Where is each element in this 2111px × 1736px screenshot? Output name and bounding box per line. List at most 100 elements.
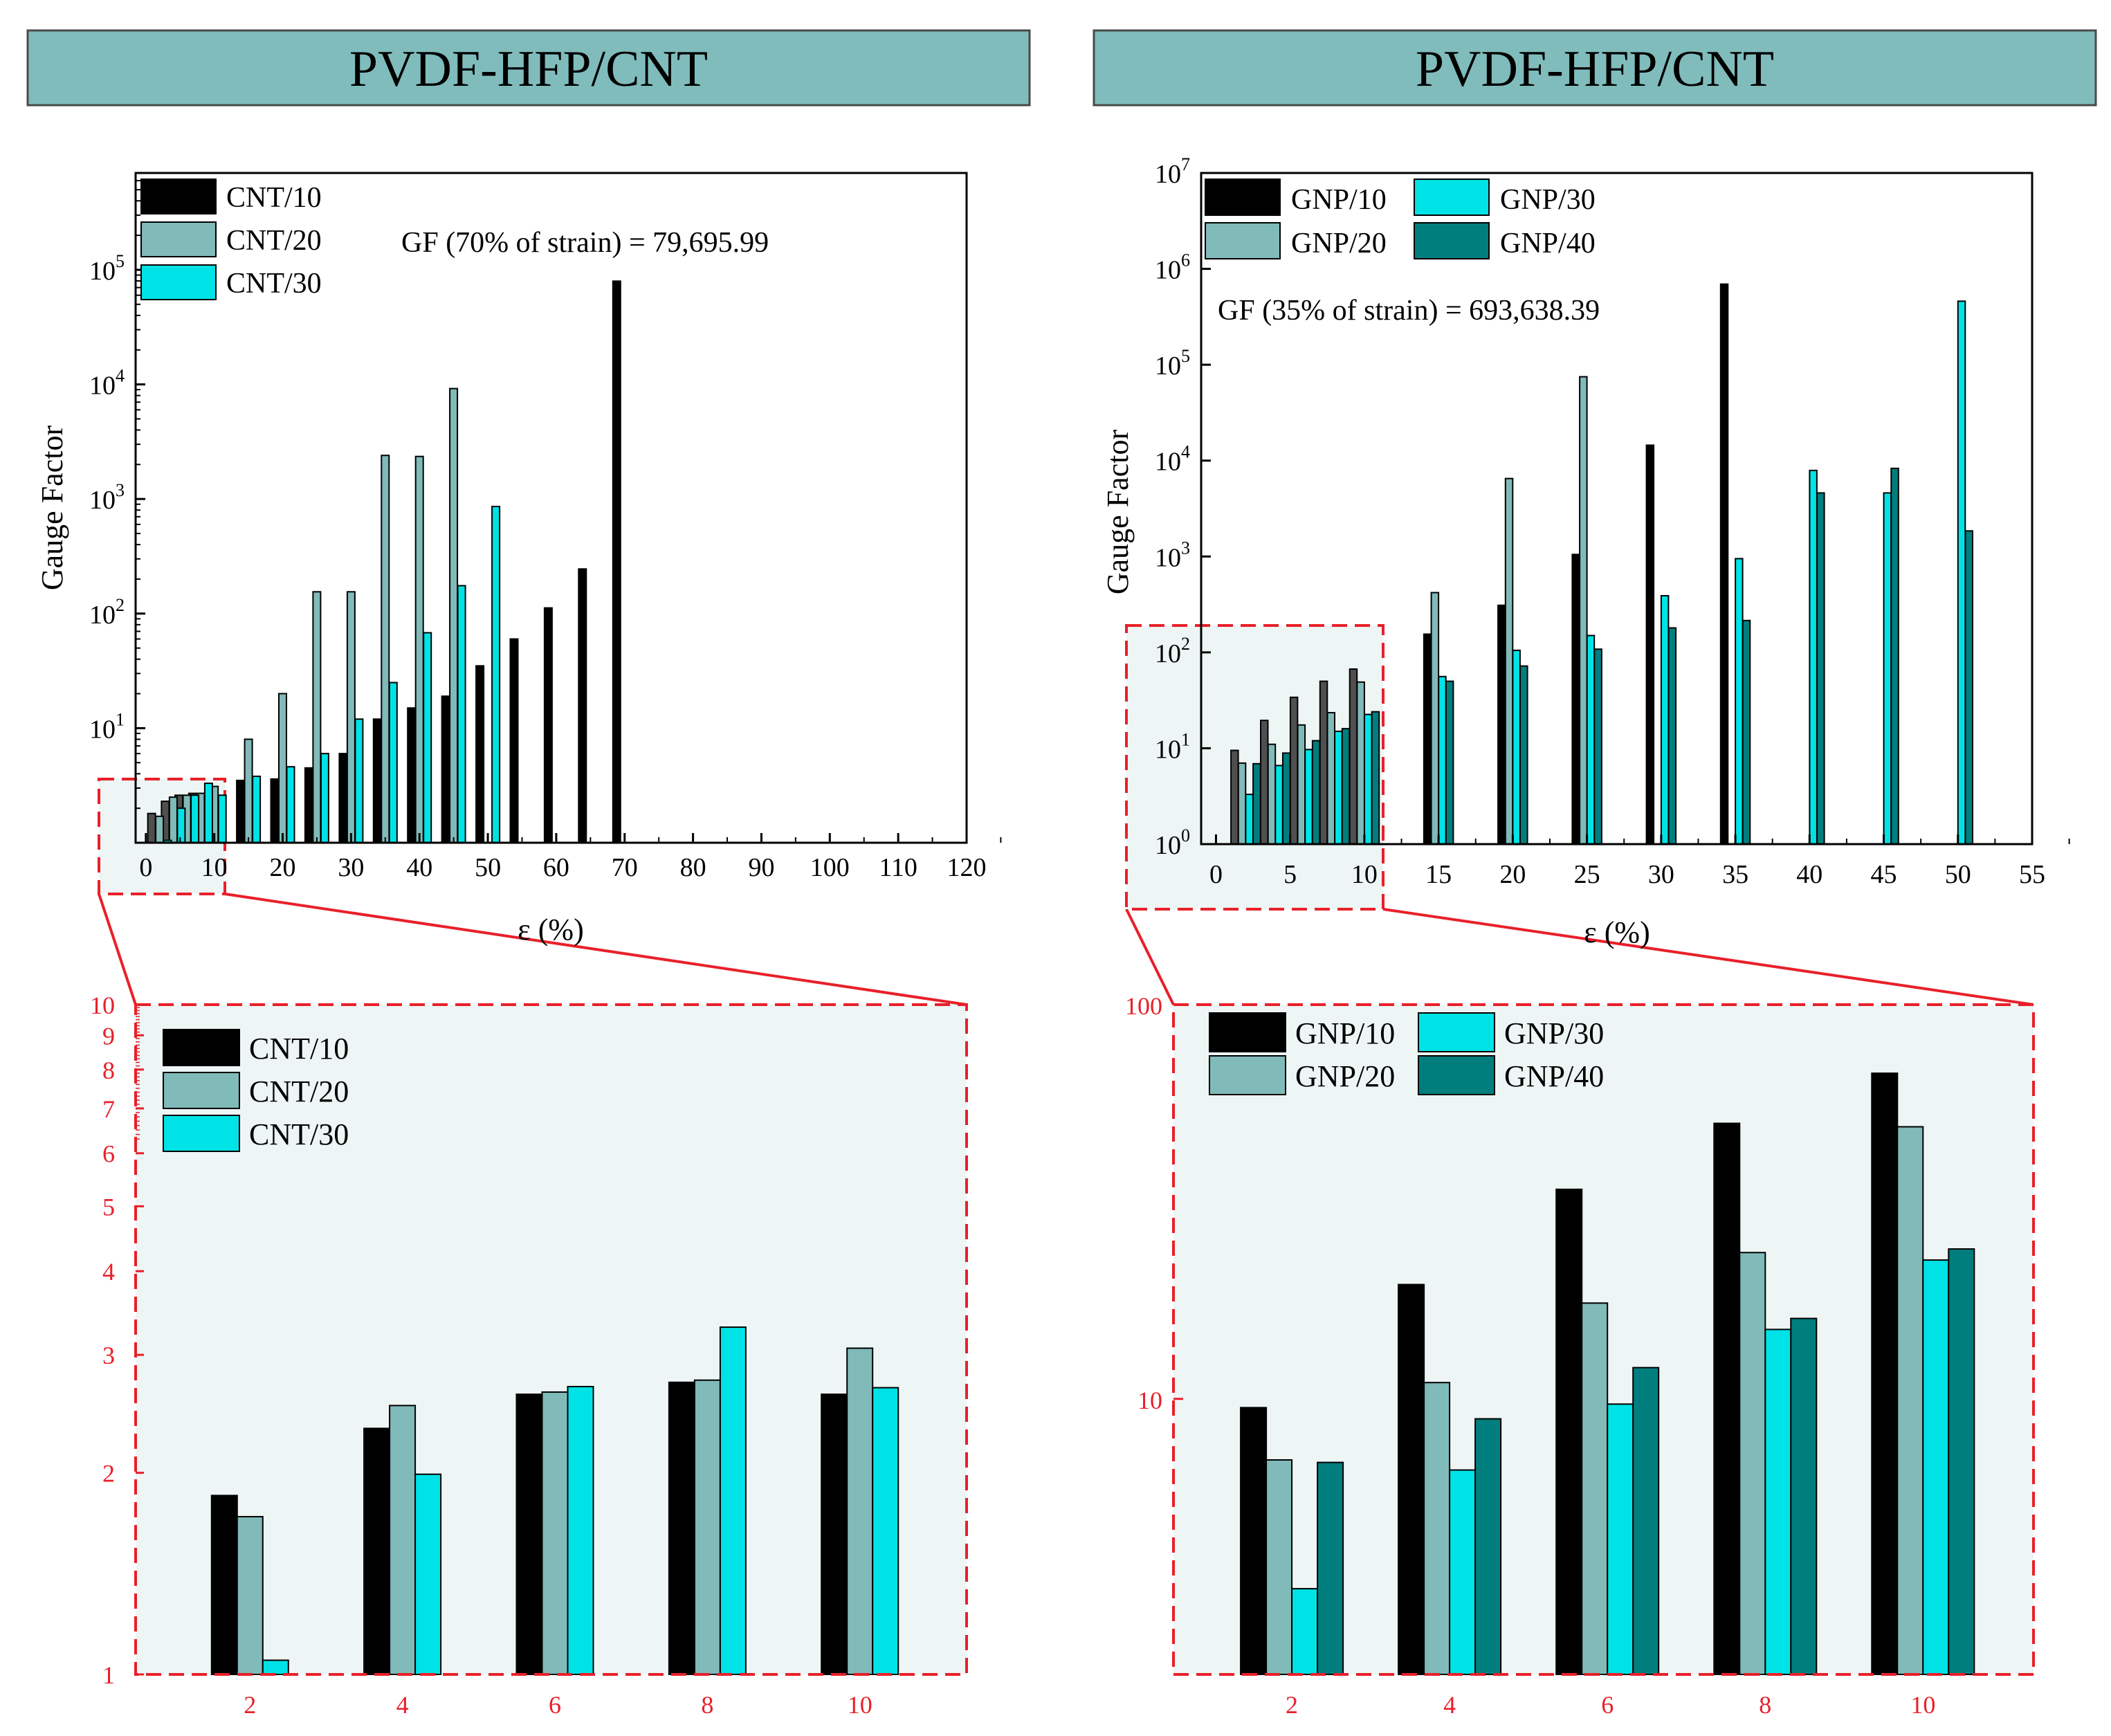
bar-gnp20-8 [1739, 1252, 1766, 1676]
bar-gnp20-15 [1430, 592, 1440, 845]
x-tick-label: 55 [2019, 860, 2045, 889]
bar-cnt20-2 [236, 1516, 264, 1675]
bar-gnp20-2 [1237, 762, 1247, 846]
bar-gnp30-40 [1809, 469, 1818, 845]
gnp-zoom-connector-left [1125, 908, 1175, 1005]
bar-gnp40-10 [1948, 1248, 1975, 1675]
bar-cnt20-35 [381, 455, 390, 843]
bar-gnp30-10 [1922, 1259, 1950, 1675]
x-tick-label: 5 [1283, 860, 1297, 889]
bar-gnp40-2 [1317, 1461, 1344, 1676]
y-tick-label: 104 [89, 366, 125, 401]
y-tick-label: 10 [90, 992, 115, 1019]
bar-cnt30-2 [262, 1659, 289, 1675]
bar-cnt20-10 [846, 1347, 874, 1675]
bar-gnp10-25 [1571, 554, 1580, 845]
bar-cnt10-35 [372, 718, 382, 844]
legend-label-gnp10: GNP/10 [1291, 184, 1387, 216]
x-tick-label: 80 [680, 853, 706, 882]
bar-gnp20-4 [1267, 743, 1277, 845]
bar-gnp30-8 [1334, 731, 1343, 845]
x-axis-label: ε (%) [518, 913, 583, 947]
bar-gnp20-8 [1326, 712, 1335, 845]
x-tick-label: 25 [1574, 860, 1600, 889]
legend: CNT/10 CNT/20 CNT/30 [163, 1029, 349, 1152]
x-tick-label: 8 [701, 1691, 713, 1719]
bar-gnp40-4 [1474, 1418, 1502, 1676]
bar-gnp10-8 [1319, 680, 1328, 845]
bar-cnt30-6 [190, 794, 200, 844]
bar-cnt20-8 [693, 1379, 721, 1675]
plot-frame [134, 172, 968, 844]
bar-cnt30-8 [719, 1326, 747, 1675]
bar-gnp30-20 [1512, 649, 1521, 846]
y-tick-label: 3 [102, 1342, 115, 1369]
legend-swatch-cnt10 [163, 1029, 240, 1066]
gnp-gauge-factor-chart: 0 5 10 15 20 25 30 35 40 45 50 55100101102103104105… [1101, 154, 2070, 949]
bar-cnt10-15 [236, 779, 246, 844]
annotation: GF (70% of strain) = 79,695.99 [401, 227, 769, 259]
x-tick-label: 60 [543, 853, 569, 882]
y-tick-label: 7 [102, 1095, 115, 1123]
plot-frame [1200, 172, 2034, 846]
legend-label-gnp10: GNP/10 [1295, 1016, 1395, 1050]
bar-cnt30-10 [872, 1387, 899, 1675]
x-tick-label: 45 [1871, 860, 1897, 889]
legend-swatch-cnt20 [163, 1072, 240, 1109]
bar-gnp20-6 [1581, 1302, 1609, 1676]
bar-cnt10-55 [509, 638, 519, 843]
bar-gnp10-30 [1645, 444, 1655, 845]
bar-gnp30-45 [1883, 492, 1892, 846]
bar-gnp30-2 [1291, 1588, 1319, 1676]
bar-gnp40-35 [1742, 619, 1751, 845]
x-tick-label: 90 [748, 853, 774, 882]
x-tick-label: 15 [1425, 860, 1452, 889]
x-tick-label: 0 [139, 853, 152, 882]
bar-gnp30-6 [1304, 749, 1313, 846]
cnt-zoom-connector-left [98, 893, 137, 1005]
legend-swatch-cnt30 [163, 1115, 240, 1152]
bar-cnt30-8 [203, 783, 213, 843]
bar-gnp30-30 [1660, 595, 1670, 845]
right-banner: PVDF-HFP/CNT [1093, 29, 2097, 107]
legend-swatch-gnp40 [1414, 222, 1490, 259]
y-tick-label: 10 [1137, 1387, 1162, 1414]
legend-swatch-gnp20 [1205, 222, 1281, 259]
legend-swatch-gnp10 [1205, 179, 1281, 216]
legend-swatch-gnp30 [1414, 179, 1490, 216]
legend-label-gnp30: GNP/30 [1504, 1016, 1604, 1050]
left-banner: PVDF-HFP/CNT [26, 29, 1031, 107]
x-tick-label: 70 [612, 853, 638, 882]
bar-gnp30-25 [1586, 634, 1596, 845]
bar-gnp30-50 [1957, 300, 1966, 845]
legend-swatch-cnt10 [140, 179, 217, 214]
x-tick-label: 10 [201, 853, 228, 882]
gnp-zoom-connector-right [1382, 908, 2034, 1006]
bar-cnt30-4 [414, 1473, 442, 1675]
bar-gnp40-15 [1445, 680, 1454, 845]
bar-gnp10-15 [1423, 633, 1432, 845]
x-tick-label: 50 [1945, 860, 1971, 889]
bar-gnp20-25 [1579, 376, 1588, 845]
x-tick-label: 10 [1351, 860, 1378, 889]
legend: GNP/10 GNP/30 GNP/20 GNP/40 [1209, 1012, 1604, 1095]
x-tick-label: 40 [406, 853, 432, 882]
y-tick-label: 4 [102, 1258, 115, 1286]
legend-label-cnt30: CNT/30 [249, 1117, 349, 1151]
x-tick-label: 110 [879, 853, 917, 882]
x-tick-label: 10 [1910, 1691, 1935, 1719]
x-tick-label: 0 [1209, 860, 1223, 889]
bar-gnp40-8 [1341, 728, 1351, 845]
zoom-frame [1172, 1003, 2035, 1676]
bar-cnt10-10 [821, 1394, 848, 1675]
bar-cnt30-30 [354, 718, 364, 844]
y-tick-label: 100 [1125, 992, 1162, 1020]
bar-gnp10-8 [1713, 1122, 1741, 1675]
bar-cnt10-70 [612, 280, 621, 843]
bar-gnp40-50 [1964, 530, 1973, 845]
bar-gnp10-2 [1240, 1407, 1268, 1676]
x-tick-label: 50 [475, 853, 501, 882]
bar-gnp30-2 [1245, 794, 1254, 845]
bar-cnt10-45 [441, 695, 450, 844]
